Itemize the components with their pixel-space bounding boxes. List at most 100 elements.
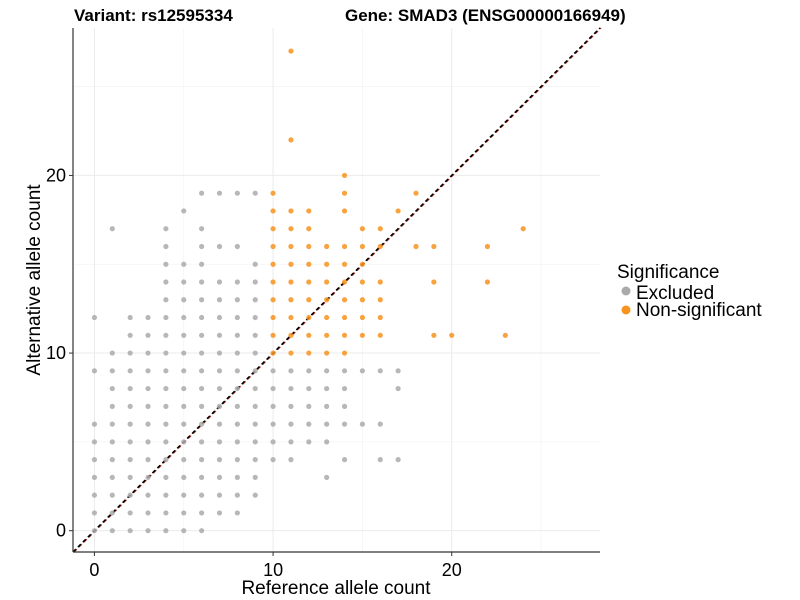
point-excluded <box>288 403 294 409</box>
x-axis-title: Reference allele count <box>241 578 431 599</box>
point-excluded <box>181 385 187 392</box>
point-non-significant <box>341 279 348 285</box>
legend-key-excluded <box>621 286 631 296</box>
point-excluded <box>199 457 205 463</box>
point-excluded <box>199 226 205 232</box>
point-excluded <box>127 474 133 480</box>
legend-key-non-significant <box>621 305 631 315</box>
point-non-significant <box>341 350 348 356</box>
point-excluded <box>234 510 240 516</box>
point-non-significant <box>288 208 294 214</box>
point-non-significant <box>288 314 294 321</box>
point-non-significant <box>324 350 330 356</box>
point-excluded <box>163 492 169 498</box>
point-excluded <box>127 528 133 534</box>
axis-ticks: 0 10 20 0 10 20 <box>46 165 462 580</box>
point-excluded <box>288 368 294 374</box>
point-non-significant <box>270 243 276 250</box>
grid-lines <box>73 28 600 552</box>
point-non-significant <box>341 243 348 250</box>
point-excluded <box>181 208 187 214</box>
point-non-significant <box>359 332 365 338</box>
point-excluded <box>234 190 240 196</box>
point-non-significant <box>324 314 330 321</box>
point-excluded <box>145 368 151 374</box>
point-excluded <box>181 403 187 409</box>
point-excluded <box>91 528 98 534</box>
point-excluded <box>163 528 169 534</box>
point-non-significant <box>324 279 330 285</box>
point-non-significant <box>270 226 276 232</box>
point-excluded <box>127 421 133 427</box>
point-excluded <box>306 421 312 427</box>
point-non-significant <box>288 350 294 356</box>
point-excluded <box>216 439 223 445</box>
point-excluded <box>145 474 151 480</box>
point-excluded <box>252 421 258 427</box>
point-excluded <box>163 457 169 463</box>
point-excluded <box>163 226 169 232</box>
point-non-significant <box>270 208 276 214</box>
point-non-significant <box>270 314 276 321</box>
point-non-significant <box>359 243 365 250</box>
point-excluded <box>163 510 169 516</box>
point-excluded <box>109 421 115 427</box>
reference-line <box>72 27 602 553</box>
point-excluded <box>109 510 115 516</box>
point-excluded <box>199 403 205 409</box>
point-excluded <box>199 368 205 374</box>
y-axis-title: Alternative allele count <box>24 184 45 376</box>
point-excluded <box>324 474 330 480</box>
point-excluded <box>234 457 240 463</box>
point-excluded <box>216 279 223 285</box>
point-non-significant <box>306 279 312 285</box>
point-excluded <box>199 279 205 285</box>
point-excluded <box>234 314 240 321</box>
point-non-significant <box>395 208 401 214</box>
point-excluded <box>216 492 223 498</box>
point-excluded <box>181 510 187 516</box>
point-excluded <box>270 421 276 427</box>
point-excluded <box>199 510 205 516</box>
point-non-significant <box>413 190 419 196</box>
point-excluded <box>234 279 240 285</box>
point-excluded <box>252 439 258 445</box>
legend-title: Significance <box>617 262 719 283</box>
point-non-significant <box>377 226 383 232</box>
point-excluded <box>127 314 133 321</box>
point-excluded <box>288 439 294 445</box>
point-non-significant <box>341 297 348 303</box>
point-non-significant <box>377 297 383 303</box>
point-non-significant <box>359 226 365 232</box>
point-excluded <box>109 226 115 232</box>
point-non-significant <box>270 261 276 267</box>
point-non-significant <box>288 279 294 285</box>
point-non-significant <box>288 243 294 250</box>
point-excluded <box>181 492 187 498</box>
point-non-significant <box>377 332 383 338</box>
point-excluded <box>181 314 187 321</box>
point-excluded <box>252 385 258 392</box>
point-excluded <box>216 457 223 463</box>
point-excluded <box>145 332 151 338</box>
point-excluded <box>163 297 169 303</box>
point-excluded <box>252 261 258 267</box>
point-excluded <box>181 261 187 267</box>
point-non-significant <box>306 350 312 356</box>
point-excluded <box>181 474 187 480</box>
point-excluded <box>234 385 240 392</box>
point-excluded <box>216 190 223 196</box>
point-non-significant <box>324 297 330 303</box>
point-non-significant <box>306 243 312 250</box>
point-excluded <box>216 403 223 409</box>
point-non-significant <box>288 48 294 54</box>
point-excluded <box>306 385 312 392</box>
point-excluded <box>288 385 294 392</box>
point-non-significant <box>341 172 348 179</box>
point-excluded <box>341 368 348 374</box>
point-excluded <box>270 403 276 409</box>
point-excluded <box>306 368 312 374</box>
point-non-significant <box>306 226 312 232</box>
point-excluded <box>306 403 312 409</box>
